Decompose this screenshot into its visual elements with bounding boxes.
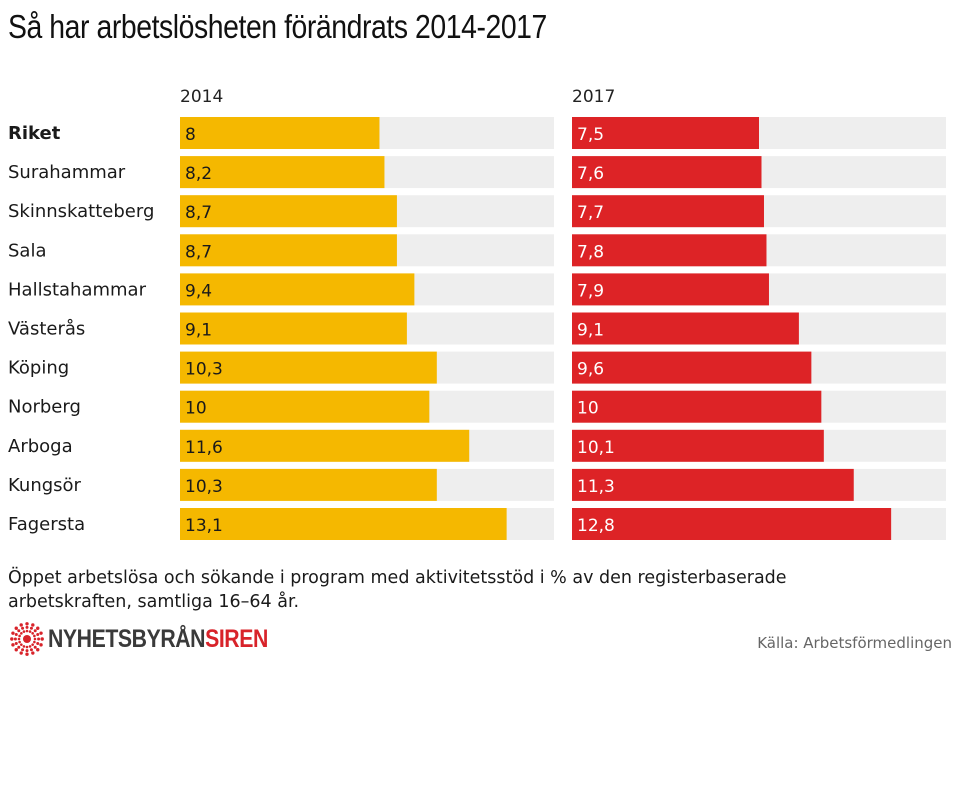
category-label: Hallstahammar: [8, 279, 147, 300]
bar-chart: Riket 8 7,5 Surahammar 8,2 7,6 Skinnskatteberg…: [8, 117, 946, 540]
bar-2017: [572, 468, 854, 501]
bar-2014: [180, 234, 397, 267]
data-label-2017: 7,9: [577, 281, 604, 301]
data-label-2017: 7,6: [577, 164, 604, 184]
data-label-2017: 7,7: [577, 203, 604, 223]
bar-2014: [180, 195, 397, 228]
data-label-2017: 10,1: [577, 438, 615, 458]
bar-2014: [180, 390, 430, 423]
data-label-2014: 10: [185, 399, 207, 419]
data-label-2014: 8,7: [185, 242, 212, 262]
column-header-2014: 2014: [180, 87, 224, 107]
data-label-2017: 9,6: [577, 360, 604, 380]
category-label: Norberg: [8, 397, 81, 418]
bar-2017: [572, 117, 759, 149]
category-label: Sala: [8, 240, 47, 261]
bar-2014: [180, 351, 437, 384]
data-label-2014: 9,4: [185, 281, 212, 301]
data-label-2017: 11,3: [577, 477, 615, 497]
bar-2014: [180, 312, 407, 345]
category-label: Fagersta: [8, 514, 85, 535]
data-label-2017: 10: [577, 399, 599, 419]
bar-2014: [180, 429, 470, 462]
brand-logo: NYHETSBYRÅNSIREN: [10, 622, 307, 656]
column-header-2017: 2017: [572, 87, 616, 107]
data-label-2014: 8: [185, 125, 196, 145]
bar-2017: [572, 390, 822, 423]
data-label-2014: 8,2: [185, 164, 212, 184]
bar-2017: [572, 273, 769, 306]
logo-text-siren: SIREN: [205, 624, 268, 653]
category-label: Köping: [8, 358, 69, 379]
bar-2017: [572, 312, 799, 345]
bar-2017: [572, 508, 892, 540]
data-label-2017: 9,1: [577, 321, 604, 341]
data-label-2014: 13,1: [185, 516, 223, 536]
category-label: Riket: [8, 123, 61, 144]
category-label: Surahammar: [8, 162, 126, 183]
bar-2017: [572, 429, 824, 462]
bar-2014: [180, 273, 415, 306]
data-label-2017: 7,5: [577, 125, 604, 145]
bar-2017: [572, 234, 767, 267]
data-label-2014: 10,3: [185, 360, 223, 380]
logo-text-nyhetsbyran: NYHETSBYRÅN: [48, 624, 206, 653]
logo-text: NYHETSBYRÅNSIREN: [48, 625, 268, 654]
category-label: Arboga: [8, 436, 73, 457]
data-label-2017: 7,8: [577, 242, 604, 262]
bar-2014: [180, 156, 385, 189]
bar-2017: [572, 195, 764, 228]
category-label: Kungsör: [8, 475, 82, 496]
bar-2014: [180, 508, 507, 540]
bar-2014: [180, 117, 380, 149]
source-text: Källa: Arbetsförmedlingen: [757, 634, 952, 652]
chart-title: Så har arbetslösheten förändrats 2014-20…: [8, 8, 547, 45]
data-label-2017: 12,8: [577, 516, 615, 536]
data-label-2014: 11,6: [185, 438, 223, 458]
chart-note: Öppet arbetslösa och sökande i program m…: [8, 568, 787, 612]
bar-2017: [572, 351, 812, 384]
data-label-2014: 8,7: [185, 203, 212, 223]
siren-logo-icon: [10, 622, 44, 656]
bar-2014: [180, 468, 437, 501]
bar-2017: [572, 156, 762, 189]
category-label: Västerås: [8, 319, 85, 340]
data-label-2014: 10,3: [185, 477, 223, 497]
data-label-2014: 9,1: [185, 321, 212, 341]
category-label: Skinnskatteberg: [8, 201, 154, 222]
